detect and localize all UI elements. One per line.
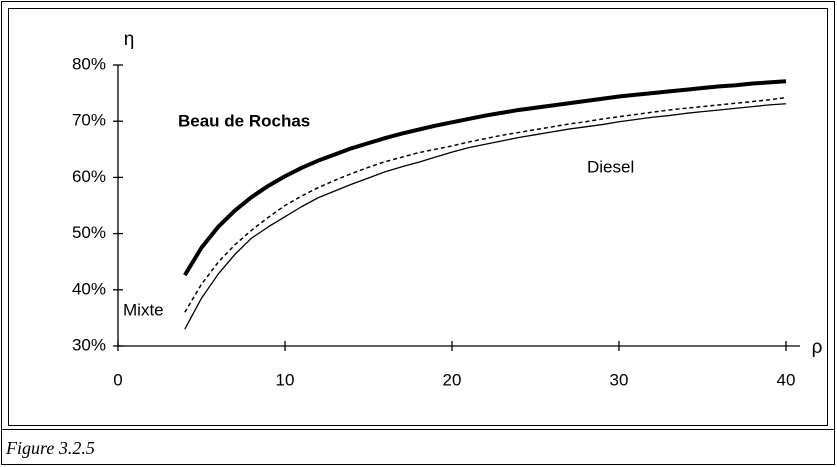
x-tick-label: 10 xyxy=(276,370,295,389)
caption: Figure 3.2.5 xyxy=(5,438,95,458)
x-axis-label: ρ xyxy=(812,337,823,358)
series-line xyxy=(184,96,787,313)
y-tick-label: 40% xyxy=(72,279,106,298)
y-tick-label: 80% xyxy=(72,54,106,73)
series-label: Diesel xyxy=(587,157,634,176)
chart-frame xyxy=(8,8,828,426)
series-label: Beau de Rochas xyxy=(178,111,310,130)
series-label: Mixte xyxy=(123,300,164,319)
x-tick-label: 0 xyxy=(113,370,122,389)
series-line xyxy=(184,103,787,330)
y-tick-label: 70% xyxy=(72,111,106,130)
x-tick-label: 30 xyxy=(610,370,629,389)
y-tick-label: 30% xyxy=(72,335,106,354)
y-tick-label: 50% xyxy=(72,223,106,242)
x-tick-label: 20 xyxy=(443,370,462,389)
y-tick-label: 60% xyxy=(72,167,106,186)
series-line xyxy=(183,79,787,277)
x-tick-label: 40 xyxy=(777,370,796,389)
y-axis-label: η xyxy=(124,29,135,50)
